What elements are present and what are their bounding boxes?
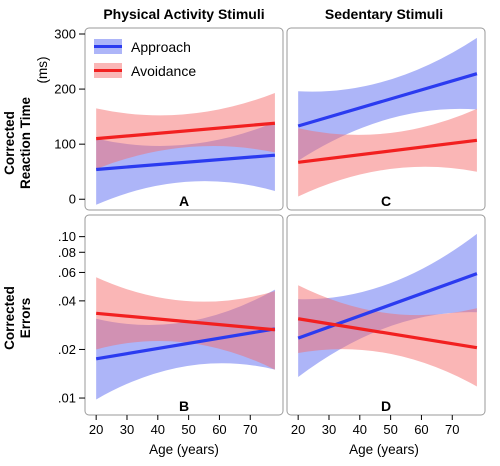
row1-ylabel-unit: (ms) bbox=[35, 57, 50, 84]
fit-line-avoidance-B bbox=[96, 311, 276, 332]
row1-ylabel-line1: Corrected bbox=[2, 111, 17, 175]
row2-ylabel-line1: Corrected bbox=[2, 286, 17, 350]
fit-line-approach-D bbox=[297, 272, 478, 340]
fit-line-approach-A bbox=[96, 153, 276, 172]
x-axis-label-left: Age (years) bbox=[149, 442, 219, 457]
y-tick-label-B-1: .02 bbox=[58, 342, 76, 357]
panel-letter-D: D bbox=[381, 398, 391, 414]
x-tick-label-B-2: 40 bbox=[151, 422, 165, 437]
row1-ylabel-line2: Reaction Time bbox=[18, 96, 33, 189]
panel-B: .01 .02 .04 .06 .08.10 20 30 40 50 60 70 B bbox=[58, 214, 284, 437]
row2-ylabel-line2: Errors bbox=[18, 298, 33, 339]
y-tick-label-A-0: 0 bbox=[69, 192, 76, 207]
y-tick-label-B-5: .10 bbox=[58, 229, 76, 244]
fit-line-avoidance-A bbox=[96, 121, 276, 141]
x-tick-label-D-2: 40 bbox=[353, 422, 367, 437]
x-tick-label-D-1: 30 bbox=[322, 422, 336, 437]
panel-frame-B bbox=[84, 214, 284, 416]
column-title-sedentary: Sedentary Stimuli bbox=[325, 6, 443, 22]
fit-line-approach-C bbox=[297, 72, 478, 128]
panel-C: C bbox=[286, 27, 486, 211]
x-tick-label-D-3: 50 bbox=[383, 422, 397, 437]
y-tick-label-B-2: .04 bbox=[58, 293, 76, 308]
x-tick-label-B-4: 60 bbox=[212, 422, 226, 437]
y-tick-label-A-2: 200 bbox=[54, 82, 76, 97]
x-tick-label-B-5: 70 bbox=[243, 422, 257, 437]
y-tick-label-B-3: .06 bbox=[58, 265, 76, 280]
x-axis-label-right: Age (years) bbox=[349, 442, 419, 457]
column-title-physical: Physical Activity Stimuli bbox=[103, 6, 264, 22]
x-tick-label-D-0: 20 bbox=[291, 422, 305, 437]
fit-line-avoidance-D bbox=[297, 317, 478, 350]
panel-frame-C bbox=[286, 27, 486, 211]
legend-approach-label: Approach bbox=[131, 39, 191, 55]
x-tick-label-D-5: 70 bbox=[445, 422, 459, 437]
y-tick-label-B-0: .01 bbox=[58, 391, 76, 406]
panel-letter-C: C bbox=[381, 193, 391, 209]
panel-A: 0 100 200 300 A bbox=[54, 27, 284, 211]
y-tick-label-B-4: .08 bbox=[58, 245, 76, 260]
x-tick-label-B-1: 30 bbox=[120, 422, 134, 437]
panel-letter-A: A bbox=[179, 193, 189, 209]
ci-band-avoidance-B bbox=[96, 277, 275, 370]
y-tick-label-A-3: 300 bbox=[54, 27, 76, 42]
y-tick-label-A-1: 100 bbox=[54, 137, 76, 152]
legend-avoidance-label: Avoidance bbox=[131, 63, 196, 79]
fit-line-avoidance-C bbox=[297, 138, 478, 164]
ci-band-avoidance-D bbox=[298, 285, 477, 387]
panel-letter-B: B bbox=[179, 398, 189, 414]
panel-frame-A bbox=[84, 27, 284, 211]
panel-D: 20 30 40 50 60 70 D bbox=[286, 214, 486, 437]
fit-line-approach-B bbox=[95, 327, 276, 361]
legend: Approach Avoidance bbox=[94, 39, 196, 79]
x-tick-label-D-4: 60 bbox=[414, 422, 428, 437]
x-tick-label-B-0: 20 bbox=[89, 422, 103, 437]
panel-frame-D bbox=[286, 214, 486, 416]
x-tick-label-B-3: 50 bbox=[181, 422, 195, 437]
